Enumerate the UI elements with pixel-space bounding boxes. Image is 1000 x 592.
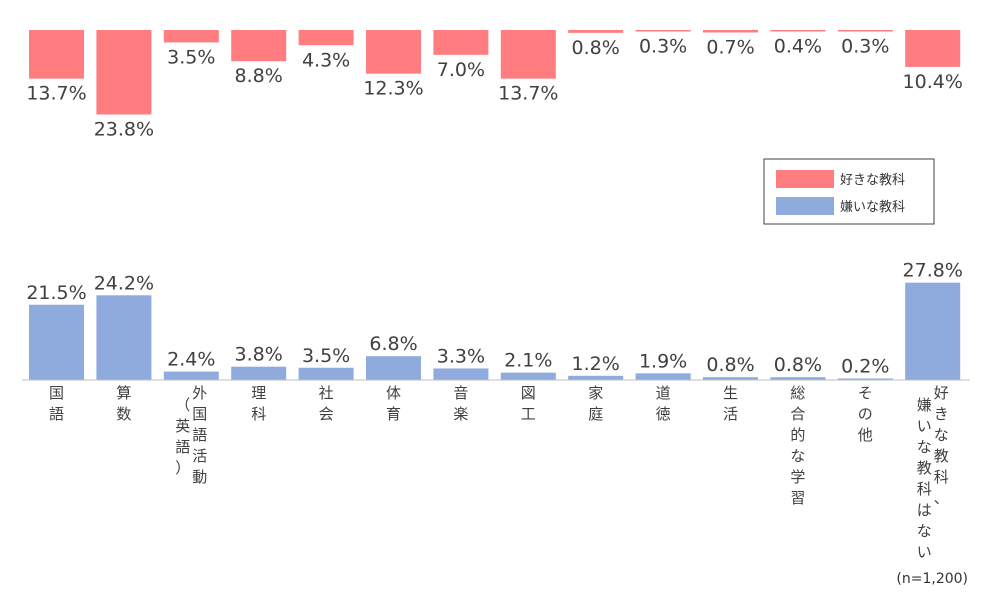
liked-bar bbox=[703, 30, 758, 33]
disliked-value-label: 24.2% bbox=[94, 272, 154, 294]
legend: 好きな教科 嫌いな教科 bbox=[763, 158, 935, 225]
liked-bar bbox=[500, 30, 556, 79]
category-label: 社会 bbox=[319, 384, 334, 423]
disliked-bar bbox=[770, 377, 826, 380]
disliked-bar bbox=[298, 367, 354, 380]
category-label: 理科 bbox=[251, 384, 266, 423]
liked-bar bbox=[635, 30, 691, 32]
disliked-value-label: 6.8% bbox=[369, 333, 417, 355]
liked-bar bbox=[837, 30, 893, 32]
disliked-bar bbox=[29, 304, 84, 380]
disliked-bar bbox=[703, 377, 758, 380]
disliked-value-label: 3.3% bbox=[437, 345, 485, 367]
category-label: 体育 bbox=[386, 384, 401, 423]
category-label: 生活 bbox=[723, 384, 738, 423]
disliked-bar bbox=[905, 282, 961, 380]
disliked-bar bbox=[163, 371, 219, 380]
liked-value-label: 23.8% bbox=[94, 118, 154, 140]
liked-value-label: 8.8% bbox=[235, 65, 283, 87]
liked-value-label: 0.3% bbox=[841, 36, 889, 58]
liked-value-label: 0.3% bbox=[639, 36, 687, 58]
liked-value-label: 0.7% bbox=[706, 36, 754, 58]
liked-bar bbox=[29, 30, 84, 79]
disliked-bar bbox=[500, 372, 556, 380]
liked-bar bbox=[905, 30, 961, 67]
liked-bar bbox=[568, 30, 624, 33]
category-label: 国語 bbox=[49, 384, 64, 423]
legend-label-liked: 好きな教科 bbox=[840, 172, 905, 188]
disliked-value-label: 1.9% bbox=[639, 350, 687, 372]
disliked-bar bbox=[231, 366, 287, 380]
sample-size-note: (n=1,200) bbox=[896, 571, 968, 587]
disliked-value-label: 1.2% bbox=[572, 353, 620, 375]
disliked-bar bbox=[366, 356, 421, 380]
liked-value-label: 12.3% bbox=[363, 78, 423, 100]
category-labels: 国語 算数 外国語活動（英語） 理科 社会 体育 音楽 図工 家庭 道徳 生活 総合的な学習 その他 好き… bbox=[49, 384, 949, 561]
disliked-value-label: 0.2% bbox=[841, 356, 889, 378]
disliked-value-label: 0.8% bbox=[706, 354, 754, 376]
liked-bar bbox=[770, 30, 826, 32]
disliked-bar bbox=[433, 368, 489, 380]
disliked-subjects-bars bbox=[29, 282, 961, 380]
liked-value-label: 13.7% bbox=[26, 83, 86, 105]
liked-value-label: 0.4% bbox=[774, 36, 822, 58]
liked-value-label: 0.8% bbox=[572, 37, 620, 59]
disliked-bar bbox=[96, 295, 152, 380]
category-label: 図工 bbox=[521, 384, 536, 423]
disliked-bar bbox=[635, 373, 691, 380]
category-label: 道徳 bbox=[656, 384, 671, 423]
liked-value-label: 10.4% bbox=[903, 71, 963, 93]
disliked-value-label: 3.8% bbox=[235, 344, 283, 366]
category-label: 総合的な学習 bbox=[790, 384, 805, 507]
liked-bar bbox=[231, 30, 287, 62]
legend-swatch-disliked bbox=[776, 197, 834, 215]
category-label: 音楽 bbox=[453, 384, 468, 423]
liked-bar bbox=[433, 30, 489, 55]
disliked-subjects-labels: 21.5% 24.2% 2.4% 3.8% 3.5% 6.8% 3.3% 2.1% 1.2% 1.… bbox=[26, 260, 963, 378]
category-label: 家庭 bbox=[588, 384, 603, 423]
category-label: 外国語活動 bbox=[192, 384, 207, 486]
disliked-bar bbox=[568, 375, 624, 380]
liked-bar bbox=[366, 30, 421, 74]
liked-bar bbox=[298, 30, 354, 46]
liked-bar bbox=[96, 30, 152, 115]
category-sublabel: 嫌いな教科はない bbox=[917, 396, 932, 561]
liked-bar bbox=[163, 30, 219, 43]
disliked-value-label: 2.4% bbox=[167, 349, 215, 371]
disliked-value-label: 3.5% bbox=[302, 345, 350, 367]
liked-subjects-bars bbox=[29, 30, 961, 115]
legend-label-disliked: 嫌いな教科 bbox=[840, 199, 905, 215]
category-label: 算数 bbox=[116, 384, 131, 423]
legend-swatch-liked bbox=[776, 170, 834, 188]
category-label: 好きな教科、 bbox=[934, 384, 949, 507]
liked-value-label: 13.7% bbox=[498, 83, 558, 105]
category-label: その他 bbox=[858, 384, 873, 444]
disliked-value-label: 2.1% bbox=[504, 350, 552, 372]
disliked-value-label: 21.5% bbox=[26, 282, 86, 304]
liked-value-label: 4.3% bbox=[302, 49, 350, 71]
disliked-bar bbox=[837, 378, 893, 380]
liked-subjects-labels: 13.7% 23.8% 3.5% 8.8% 4.3% 12.3% 7.0% 13.7% 0.8%… bbox=[26, 36, 963, 141]
liked-value-label: 3.5% bbox=[167, 46, 215, 68]
disliked-value-label: 27.8% bbox=[903, 260, 963, 282]
liked-value-label: 7.0% bbox=[437, 59, 485, 81]
category-sublabel: （英語） bbox=[175, 396, 190, 477]
disliked-value-label: 0.8% bbox=[774, 354, 822, 376]
